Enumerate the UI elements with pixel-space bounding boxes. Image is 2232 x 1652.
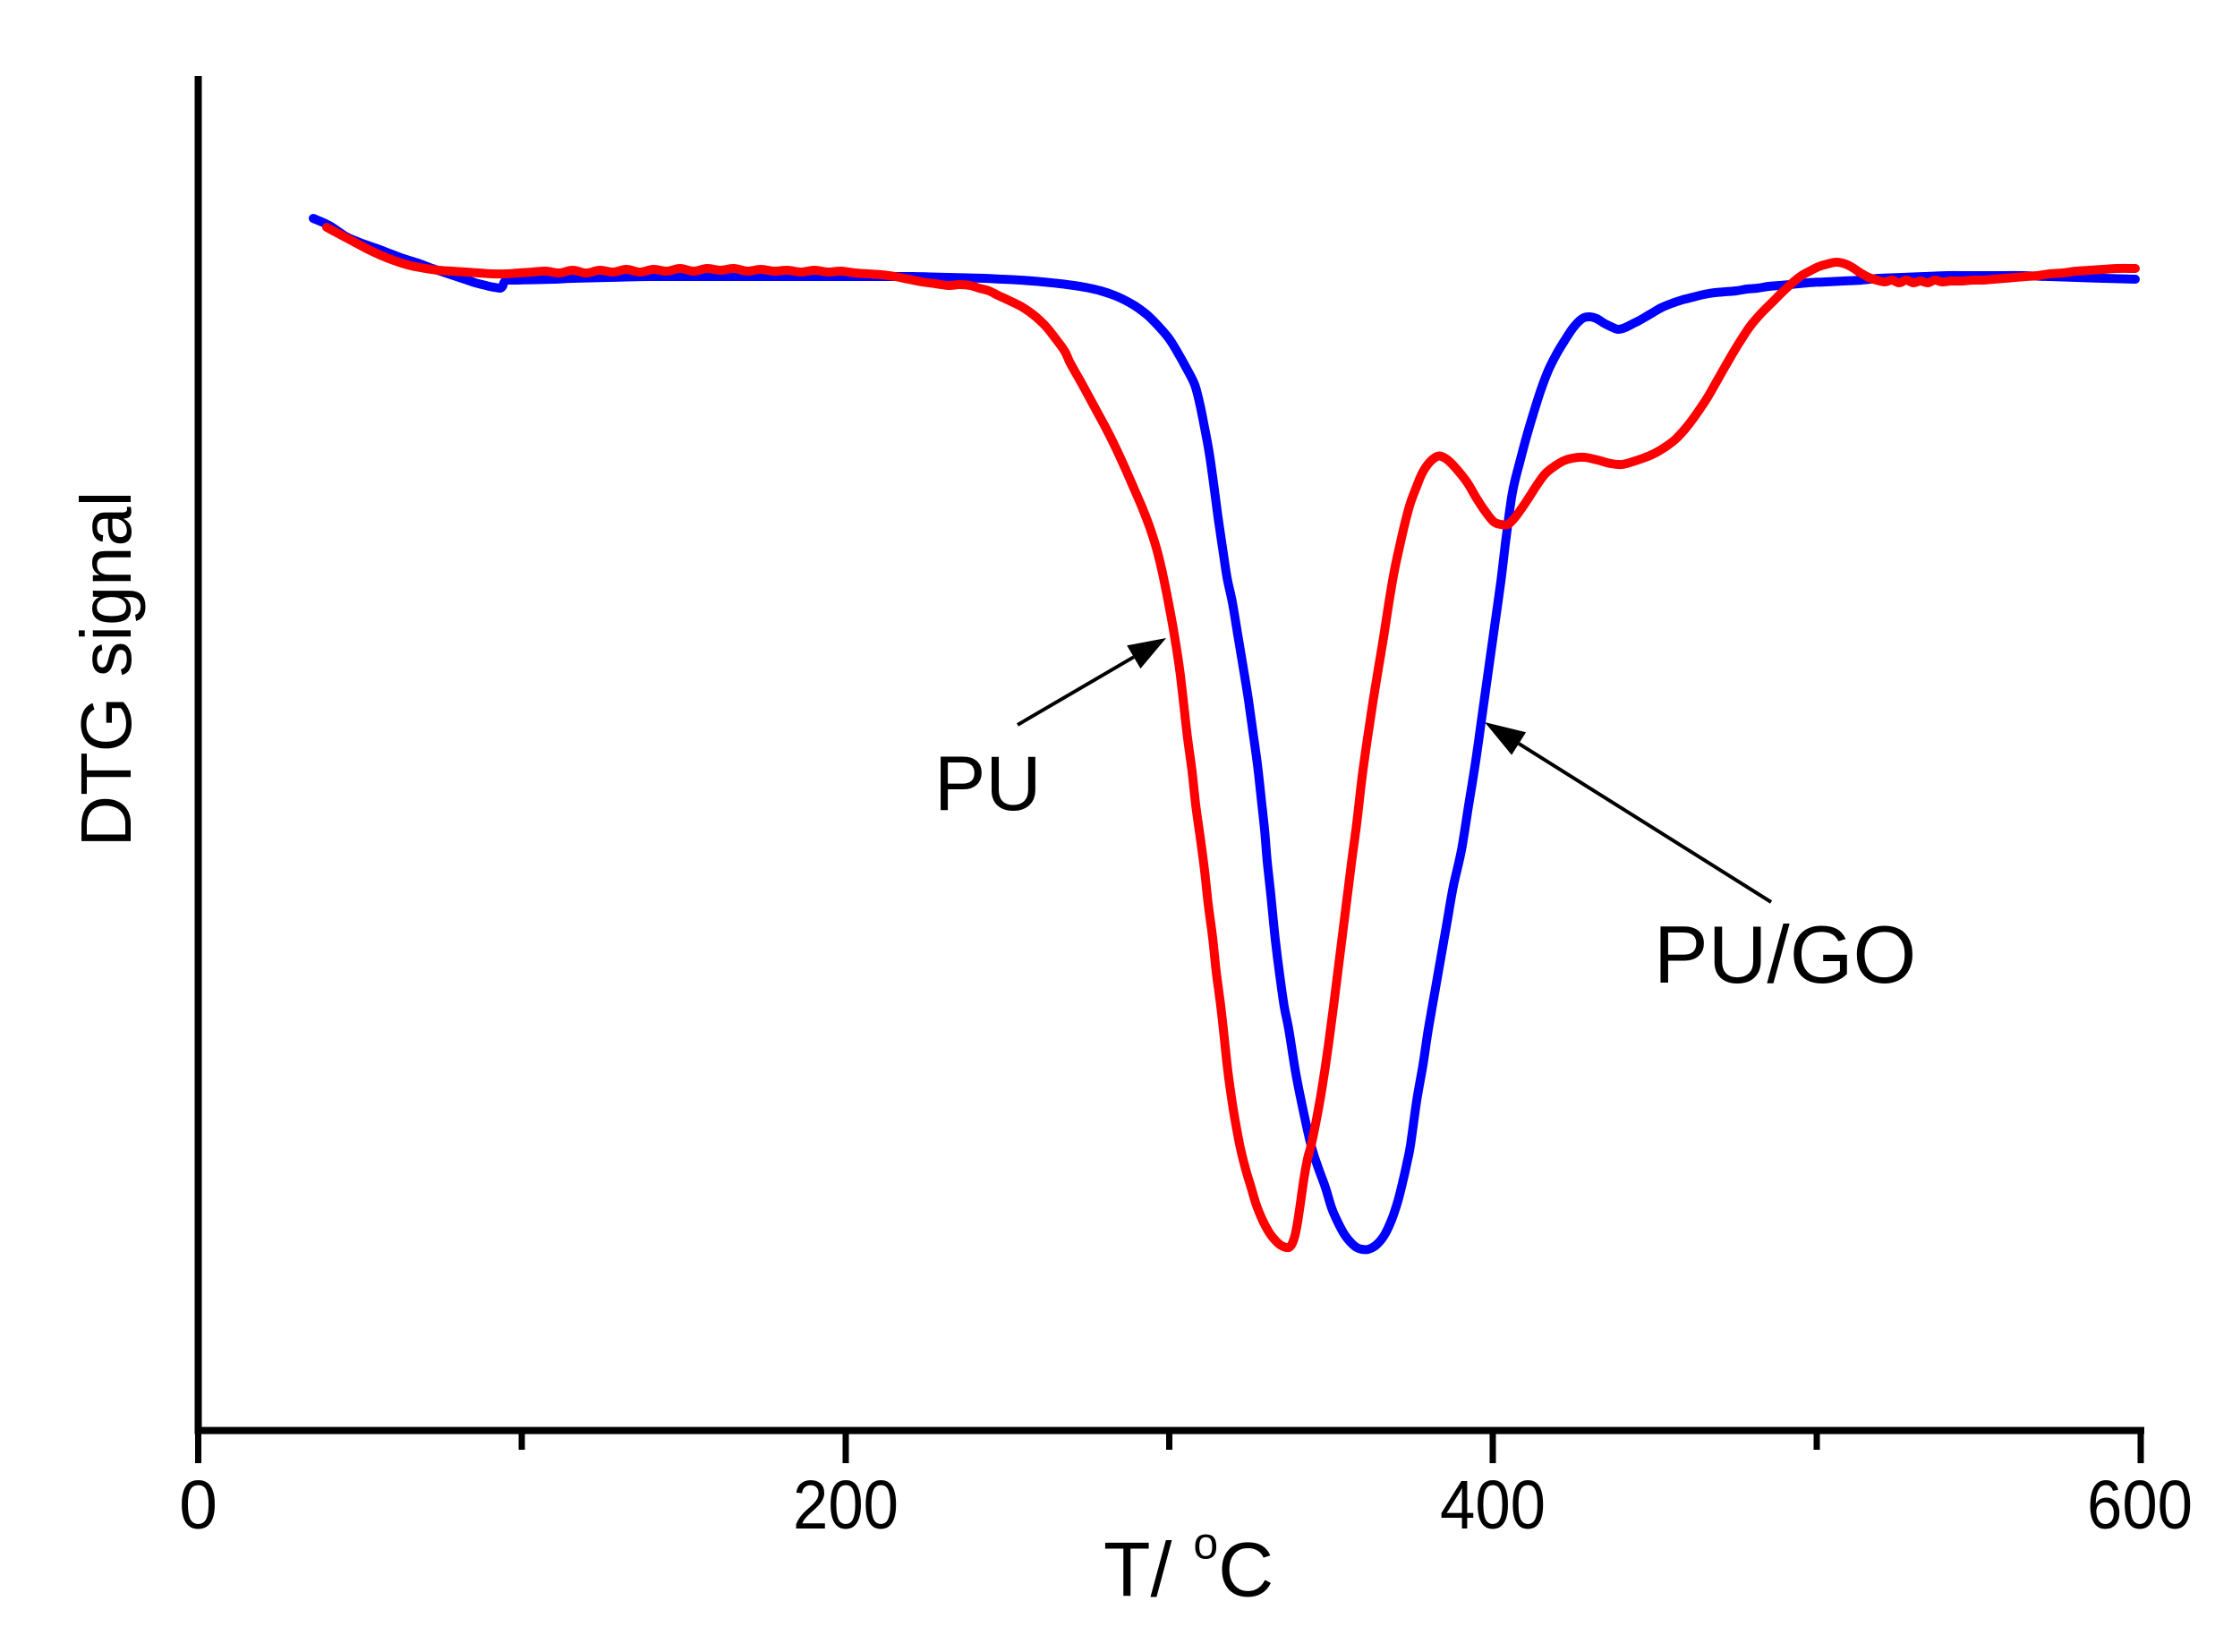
svg-text:T/ oC: T/ oC	[1103, 1519, 1274, 1614]
svg-text:PU/GO: PU/GO	[1654, 910, 1916, 1001]
svg-text:600: 600	[2087, 1467, 2193, 1544]
svg-text:PU: PU	[934, 741, 1041, 827]
svg-text:0: 0	[179, 1467, 217, 1544]
svg-text:200: 200	[793, 1467, 899, 1544]
svg-text:400: 400	[1440, 1467, 1546, 1544]
svg-text:DTG signal: DTG signal	[66, 491, 146, 847]
